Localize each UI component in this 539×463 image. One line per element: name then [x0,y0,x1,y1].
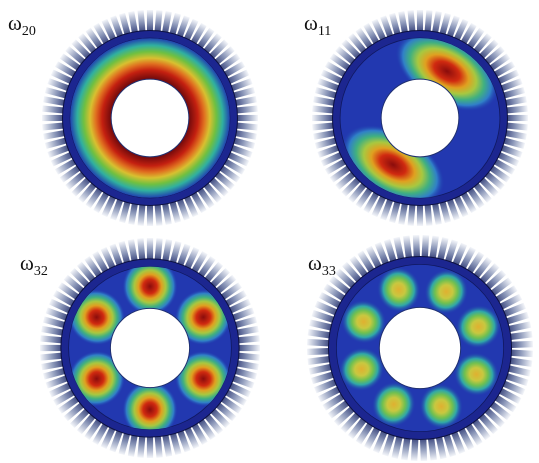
symbol: ω [304,11,318,35]
symbol: ω [20,251,34,275]
disc-panel [307,235,533,461]
subscript: 32 [34,264,48,279]
hole [110,308,189,387]
subscript: 11 [318,24,331,39]
hole [381,79,459,157]
disc-panel [42,10,258,226]
symbol: ω [308,251,322,275]
mode-label: ω33 [308,251,336,279]
mode-label: ω11 [304,11,331,39]
figure: ω20 ω11 ω32 ω33 [0,0,539,463]
disc-panel [312,10,528,226]
hole [111,79,189,157]
mode-label: ω32 [20,251,48,279]
mode-shapes [40,10,533,461]
symbol: ω [8,11,22,35]
mode-label: ω20 [8,11,36,39]
subscript: 20 [22,24,36,39]
subscript: 33 [322,264,336,279]
disc-panel [40,238,260,458]
hole [379,307,460,388]
